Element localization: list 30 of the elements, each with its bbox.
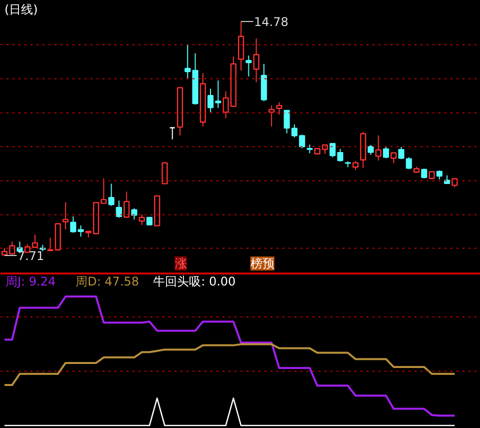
text: 榜预 (250, 256, 274, 270)
text: 涨 (174, 256, 187, 270)
candlestick (276, 102, 282, 116)
candlestick (138, 214, 145, 226)
series-label: 周J: 9.24 (6, 274, 56, 288)
candlestick (116, 200, 122, 218)
candlestick (108, 183, 114, 206)
candlestick (284, 110, 290, 134)
candlestick (169, 127, 176, 140)
candlestick (382, 145, 390, 159)
candlestick (406, 156, 412, 170)
text: 周D: 47.58 (76, 274, 140, 288)
candlestick (62, 202, 69, 230)
candlestick (268, 105, 275, 127)
candlestick (253, 38, 260, 83)
candlestick (368, 144, 374, 156)
annotation: 14.78 (254, 15, 288, 29)
candlestick (124, 191, 130, 218)
candlestick (162, 162, 168, 184)
candlestick (375, 134, 382, 162)
annotation: 7.71 (17, 249, 44, 263)
candlestick (131, 208, 138, 220)
text: 牛回头吸: 0.00 (153, 274, 236, 288)
candlestick (390, 152, 397, 164)
candlestick (246, 55, 252, 77)
candlestick (398, 146, 404, 160)
candlestick (238, 21, 244, 71)
candlestick (78, 224, 84, 238)
chart-title: (日线) (4, 2, 38, 16)
candlestick (70, 216, 76, 234)
